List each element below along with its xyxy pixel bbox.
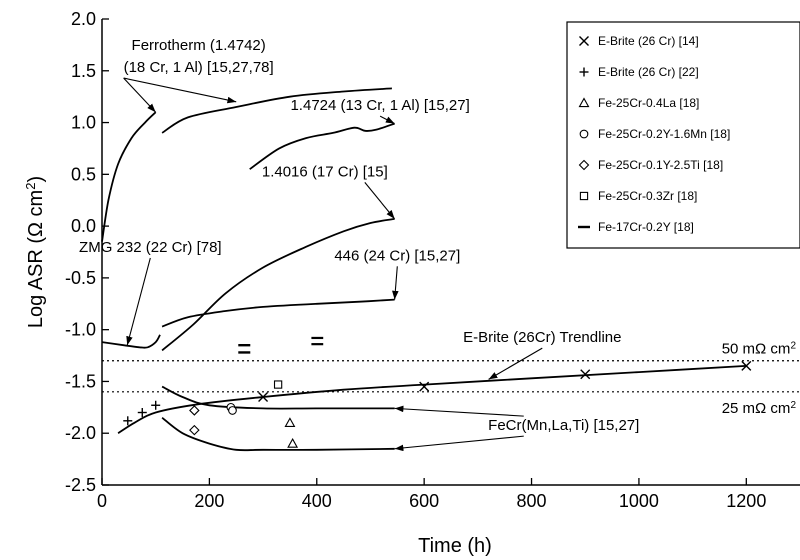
y-tick-label: 1.0 bbox=[71, 113, 96, 133]
y-tick-label: 0.5 bbox=[71, 164, 96, 184]
point-square-marker bbox=[273, 380, 283, 389]
y-tick-label: -0.5 bbox=[65, 268, 96, 288]
y-tick-label: -2.0 bbox=[65, 423, 96, 443]
legend-label: E-Brite (26 Cr) [14] bbox=[598, 34, 699, 48]
annotation-arrow bbox=[392, 266, 399, 300]
x-tick-label: 800 bbox=[517, 491, 547, 511]
legend-label: Fe-17Cr-0.2Y [18] bbox=[598, 220, 694, 234]
annotation-label: E-Brite (26Cr) Trendline bbox=[463, 329, 621, 346]
x-tick-label: 600 bbox=[409, 491, 439, 511]
legend-label: Fe-25Cr-0.2Y-1.6Mn [18] bbox=[598, 127, 730, 141]
point-plus-marker bbox=[151, 400, 161, 410]
point-triangle-marker bbox=[578, 97, 590, 108]
annotation-label: 1.4724 (13 Cr, 1 Al) [15,27] bbox=[290, 97, 469, 114]
annotations: Ferrotherm (1.4742) (18 Cr, 1 Al) [15,27,… bbox=[79, 37, 639, 452]
data-points bbox=[123, 344, 752, 448]
curve-curve-1.4724 bbox=[249, 122, 395, 170]
curve-curve-446 bbox=[161, 298, 395, 328]
annotation-arrow bbox=[364, 182, 396, 220]
reference-line-label: 25 mΩ cm2 bbox=[722, 399, 797, 417]
point-diamond-marker bbox=[189, 424, 200, 436]
y-tick-label: -1.0 bbox=[65, 320, 96, 340]
point-x-marker bbox=[419, 381, 430, 392]
point-triangle-marker bbox=[284, 417, 296, 428]
legend-label: E-Brite (26 Cr) [22] bbox=[598, 65, 699, 79]
annotation-arrow bbox=[394, 405, 524, 417]
annotation-label: ZMG 232 (22 Cr) [78] bbox=[79, 239, 222, 256]
y-tick-label: -1.5 bbox=[65, 371, 96, 391]
annotation-arrow bbox=[123, 77, 157, 113]
annotation-arrow bbox=[123, 77, 237, 104]
point-square-marker bbox=[579, 191, 589, 201]
annotation-arrow bbox=[379, 115, 395, 125]
x-tick-label: 1000 bbox=[619, 491, 659, 511]
axes: -2.5 -2.0 -1.5 -1.0 -0.5 0.0 0.5 1.0 1.5 2.0 0 200 4… bbox=[65, 9, 800, 511]
legend-box bbox=[566, 21, 800, 249]
legend-label: Fe-25Cr-0.3Zr [18] bbox=[598, 189, 697, 203]
x-tick-label: 0 bbox=[97, 491, 107, 511]
point-circle-marker bbox=[228, 406, 237, 415]
point-diamond-marker bbox=[578, 159, 590, 171]
legend: E-Brite (26 Cr) [14] E-Brite (26 Cr) [22]… bbox=[311, 21, 800, 346]
curve-curve-zmg bbox=[101, 334, 161, 349]
x-axis-title: Time (h) bbox=[418, 535, 492, 557]
point-circle-marker bbox=[579, 129, 589, 139]
curves bbox=[101, 87, 747, 452]
annotation-label: 446 (24 Cr) [15,27] bbox=[334, 247, 460, 264]
y-axis-title: Log ASR (Ω cm2) bbox=[23, 176, 48, 328]
point-x-marker bbox=[580, 369, 591, 380]
point-plus-marker bbox=[137, 408, 147, 418]
point-triangle-marker bbox=[287, 437, 299, 448]
legend-label: Fe-25Cr-0.4La [18] bbox=[598, 96, 699, 110]
curve-fecr-upper bbox=[161, 385, 395, 410]
legend-label: Fe-25Cr-0.1Y-2.5Ti [18] bbox=[598, 158, 723, 172]
annotation-label: FeCr(Mn,La,Ti) [15,27] bbox=[488, 417, 639, 434]
curve-fecr-lower bbox=[161, 416, 395, 452]
annotation-arrow bbox=[394, 435, 524, 452]
point-x-marker bbox=[258, 391, 269, 402]
curve-ebrite-trendline bbox=[117, 365, 747, 434]
reference-lines: 50 mΩ cm2 25 mΩ cm2 bbox=[102, 340, 800, 417]
point-x-marker bbox=[741, 360, 752, 371]
curve-ferrotherm-plateau bbox=[161, 87, 392, 134]
x-tick-label: 400 bbox=[302, 491, 332, 511]
point-plus-marker bbox=[123, 416, 133, 426]
annotation-label: Ferrotherm (1.4742) (18 Cr, 1 Al) [15,27,… bbox=[124, 37, 274, 76]
curve-ferrotherm-rise bbox=[101, 111, 157, 242]
annotation-label: 1.4016 (17 Cr) [15] bbox=[262, 163, 388, 180]
point-diamond-marker bbox=[189, 405, 200, 416]
reference-line-label: 50 mΩ cm2 bbox=[722, 340, 797, 358]
point-plus-marker bbox=[579, 67, 589, 77]
x-tick-label: 200 bbox=[194, 491, 224, 511]
annotation-arrow bbox=[488, 347, 543, 380]
y-tick-label: -2.5 bbox=[65, 475, 96, 495]
curve-curve-1.4016 bbox=[161, 218, 395, 352]
y-tick-label: 0.0 bbox=[71, 216, 96, 236]
y-tick-label: 2.0 bbox=[71, 9, 96, 29]
x-tick-label: 1200 bbox=[726, 491, 766, 511]
y-tick-label: 1.5 bbox=[71, 61, 96, 81]
annotation-arrow bbox=[126, 257, 151, 346]
point-x-marker bbox=[579, 36, 589, 46]
